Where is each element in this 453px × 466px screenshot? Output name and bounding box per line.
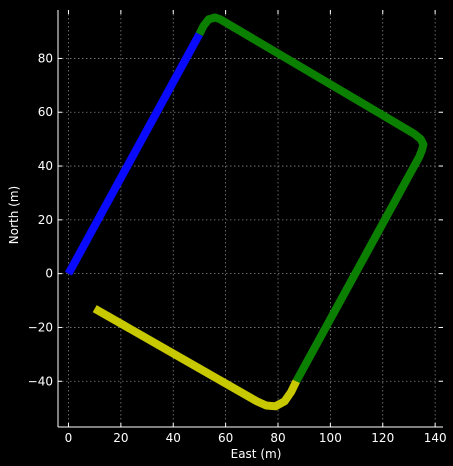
series-line-0 xyxy=(69,34,200,274)
y-axis-label: North (m) xyxy=(7,186,21,244)
x-tick-label: 80 xyxy=(270,431,285,445)
series-layer xyxy=(69,18,424,407)
y-tick-label: −20 xyxy=(28,320,53,334)
y-tick-label: −40 xyxy=(28,374,53,388)
x-tick-label: 100 xyxy=(319,431,342,445)
y-tick-label: 0 xyxy=(45,267,53,281)
x-tick-label: 40 xyxy=(166,431,181,445)
y-tick-label: 80 xyxy=(38,51,53,65)
x-tick-label: 20 xyxy=(113,431,128,445)
x-tick-label: 60 xyxy=(218,431,233,445)
series-line-2 xyxy=(95,309,297,407)
y-tick-label: 40 xyxy=(38,159,53,173)
x-tick-label: 120 xyxy=(371,431,394,445)
y-tick-label: 20 xyxy=(38,213,53,227)
x-tick-label: 0 xyxy=(65,431,73,445)
x-axis-label: East (m) xyxy=(231,447,282,461)
y-tick-label: 60 xyxy=(38,105,53,119)
x-tick-label: 140 xyxy=(424,431,447,445)
series-line-1 xyxy=(199,18,423,382)
